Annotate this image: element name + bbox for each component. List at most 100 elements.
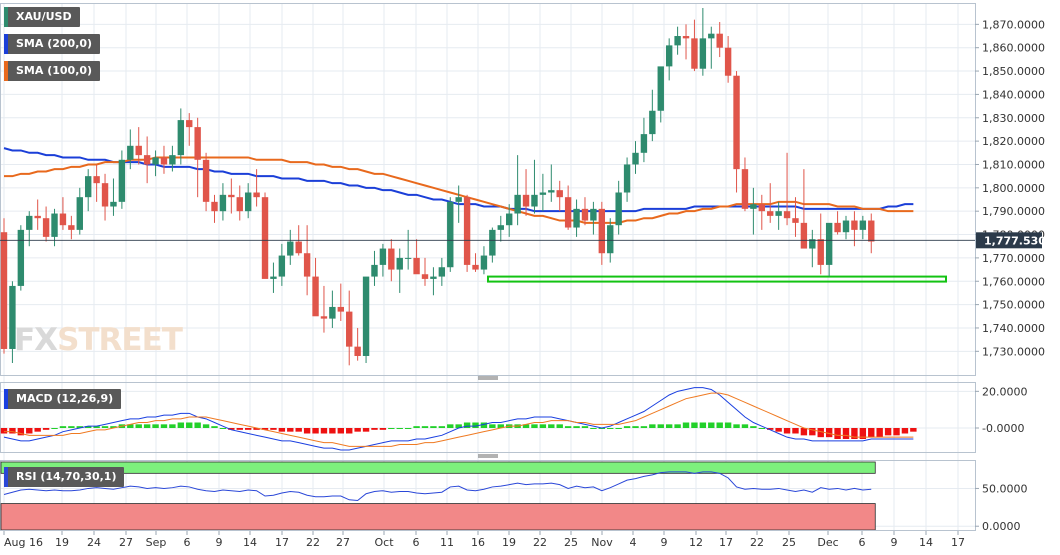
macd-hist-bar-positive bbox=[716, 422, 723, 428]
candle-bearish bbox=[472, 253, 479, 272]
candle-body bbox=[590, 208, 597, 221]
candle-body bbox=[169, 155, 176, 165]
macd-hist-bar-positive bbox=[51, 428, 58, 429]
legend-color-swatch bbox=[4, 34, 8, 54]
macd-hist-bar-positive bbox=[430, 426, 437, 428]
macd-hist-bar-negative bbox=[346, 428, 353, 434]
macd-hist-bar-positive bbox=[539, 424, 547, 428]
candle-bullish bbox=[615, 180, 622, 235]
candle-body bbox=[615, 192, 622, 226]
candle-bullish bbox=[152, 150, 159, 177]
macd-hist-bar-negative bbox=[379, 428, 387, 430]
candle-bullish bbox=[539, 173, 547, 212]
candle-bullish bbox=[657, 66, 664, 123]
legend-sma200-tag[interactable]: SMA (200,0) bbox=[4, 34, 101, 54]
candle-body bbox=[708, 33, 715, 39]
candle-body bbox=[354, 346, 361, 356]
macd-hist-bar-positive bbox=[615, 428, 622, 429]
price-tick-label: 1,750.0000 bbox=[982, 299, 1045, 312]
candle-body bbox=[211, 201, 218, 212]
macd-hist-bar-negative bbox=[278, 428, 286, 432]
price-tick-label: 1,760.0000 bbox=[982, 275, 1045, 288]
macd-hist-bar-negative bbox=[834, 428, 841, 439]
price-tick-label: 1,740.0000 bbox=[982, 322, 1045, 335]
rsi-line bbox=[3, 471, 872, 502]
candle-body bbox=[581, 208, 589, 221]
panel-resize-handle[interactable] bbox=[478, 376, 498, 380]
candle-body bbox=[607, 225, 614, 254]
candle-bearish bbox=[312, 257, 319, 317]
time-tick-label: 16 bbox=[471, 536, 485, 549]
legend-macd-tag[interactable]: MACD (12,26,9) bbox=[4, 389, 122, 409]
candle-body bbox=[194, 127, 201, 160]
candle-body bbox=[59, 213, 67, 226]
macd-hist-bar-positive bbox=[194, 422, 201, 428]
legend-color-swatch bbox=[4, 389, 8, 409]
macd-hist-bar-positive bbox=[640, 426, 648, 428]
candle-bearish bbox=[817, 213, 824, 275]
macd-hist-bar-negative bbox=[792, 428, 799, 434]
time-tick-label: 25 bbox=[782, 536, 796, 549]
rsi-oversold-zone bbox=[0, 503, 876, 530]
main-panel-frame bbox=[0, 3, 976, 376]
macd-hist-bar-negative bbox=[859, 428, 867, 439]
macd-hist-bar-positive bbox=[758, 428, 765, 429]
candle-bearish bbox=[733, 71, 740, 193]
candle-body bbox=[868, 220, 875, 242]
time-tick-label: Nov bbox=[591, 536, 613, 549]
candle-bearish bbox=[253, 169, 260, 207]
macd-hist-bar-negative bbox=[34, 428, 41, 432]
candle-bullish bbox=[775, 201, 782, 230]
macd-hist-bar-positive bbox=[548, 424, 555, 428]
macd-hist-bar-negative bbox=[26, 428, 33, 434]
main-price-panel: 1,730.0000 1,740.0000 1,750.0000 1,760.0000… bbox=[0, 3, 1054, 380]
candle-bearish bbox=[354, 327, 361, 361]
legend-sma100-tag[interactable]: SMA (100,0) bbox=[4, 61, 101, 81]
macd-hist-bar-negative bbox=[17, 428, 25, 436]
watermark-fx: FX bbox=[14, 322, 58, 358]
candle-body bbox=[817, 239, 824, 265]
candle-body bbox=[278, 255, 286, 277]
macd-hist-bar-positive bbox=[438, 426, 446, 428]
candle-bearish bbox=[758, 194, 765, 230]
macd-hist-bar-positive bbox=[152, 424, 159, 428]
price-tick-label: 1,840.0000 bbox=[982, 88, 1045, 101]
support-zone-box bbox=[487, 275, 947, 283]
candle-body bbox=[362, 276, 370, 356]
macd-hist-bar-positive bbox=[556, 424, 563, 428]
macd-hist-bar-positive bbox=[489, 424, 496, 428]
candle-bullish bbox=[573, 199, 580, 237]
macd-hist-bar-positive bbox=[85, 426, 92, 428]
candle-body bbox=[346, 311, 353, 347]
macd-hist-bar-positive bbox=[674, 424, 681, 428]
candle-bullish bbox=[118, 150, 126, 209]
candle-bearish bbox=[101, 173, 109, 221]
candle-bearish bbox=[211, 194, 218, 223]
candle-body bbox=[110, 201, 117, 207]
macd-panel-frame bbox=[0, 382, 976, 453]
candle-bullish bbox=[396, 248, 403, 293]
candle-bullish bbox=[825, 222, 833, 277]
time-tick-label: 25 bbox=[564, 536, 578, 549]
candle-bearish bbox=[143, 136, 151, 184]
candle-bearish bbox=[581, 197, 589, 226]
macd-hist-bar-negative bbox=[371, 428, 378, 430]
candle-body bbox=[9, 285, 16, 349]
macd-hist-bar-positive bbox=[421, 426, 429, 428]
candle-body bbox=[809, 239, 816, 249]
time-tick-label: 11 bbox=[440, 536, 454, 549]
panel-resize-handle[interactable] bbox=[478, 454, 498, 458]
legend-symbol-tag[interactable]: XAU/USD bbox=[4, 7, 80, 27]
legend-rsi-tag[interactable]: RSI (14,70,30,1) bbox=[4, 467, 125, 487]
candle-bullish bbox=[514, 155, 521, 226]
macd-hist-bar-negative bbox=[354, 428, 361, 432]
candle-body bbox=[682, 36, 690, 39]
candle-body bbox=[388, 248, 395, 270]
price-tick-label: 1,810.0000 bbox=[982, 158, 1045, 171]
macd-hist-bar-positive bbox=[733, 424, 740, 428]
candle-bearish bbox=[463, 194, 471, 272]
macd-hist-bar-negative bbox=[0, 428, 8, 434]
candle-bullish bbox=[548, 164, 555, 202]
macd-hist-bar-negative bbox=[901, 428, 909, 434]
time-tick-label: 6 bbox=[184, 536, 191, 549]
